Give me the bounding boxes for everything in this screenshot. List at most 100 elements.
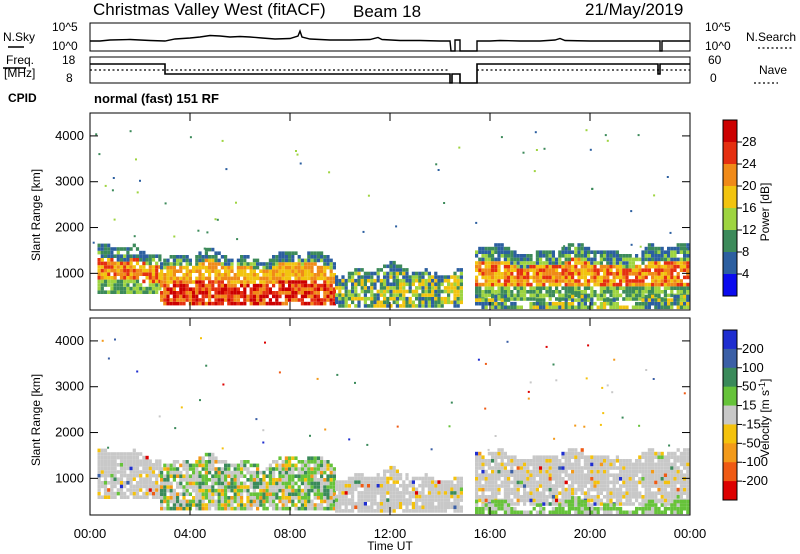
data-cell	[313, 474, 317, 478]
data-cell	[571, 455, 575, 459]
data-cell	[230, 478, 234, 482]
data-cell	[236, 496, 240, 500]
data-cell	[297, 496, 301, 500]
data-cell	[421, 476, 425, 481]
data-cell	[265, 301, 269, 306]
data-cell	[367, 271, 371, 276]
data-cell	[272, 460, 276, 464]
data-cell	[676, 510, 680, 515]
data-cell	[551, 491, 555, 495]
data-cell	[370, 494, 374, 499]
data-cell	[135, 261, 140, 266]
x-tick-label: 16:00	[474, 526, 507, 541]
data-cell	[132, 466, 136, 471]
data-cell	[243, 291, 247, 295]
data-cell	[399, 501, 403, 506]
data-cell	[217, 492, 221, 496]
data-cell	[158, 283, 162, 287]
data-cell	[107, 473, 111, 478]
data-cell	[288, 460, 292, 464]
data-cell	[519, 279, 523, 283]
data-cell	[663, 473, 667, 477]
data-cell	[590, 257, 594, 262]
data-cell	[148, 459, 152, 463]
data-cell	[300, 301, 304, 306]
data-cell	[211, 265, 215, 270]
data-cell	[638, 264, 642, 269]
data-cell	[475, 480, 479, 485]
data-cell	[129, 484, 133, 489]
data-cell	[447, 480, 451, 484]
data-cell	[299, 162, 302, 165]
data-cell	[523, 495, 527, 499]
data-cell	[135, 495, 140, 499]
data-cell	[329, 258, 333, 263]
data-cell	[638, 495, 642, 499]
data-cell	[503, 455, 507, 459]
data-cell	[587, 272, 591, 276]
data-cell	[628, 480, 632, 485]
data-cell	[320, 478, 324, 482]
data-cell	[307, 258, 311, 263]
data-cell	[561, 305, 565, 310]
data-cell	[657, 305, 661, 310]
data-cell	[651, 272, 655, 276]
data-cell	[389, 289, 393, 294]
data-cell	[558, 261, 562, 265]
data-cell	[227, 262, 231, 266]
data-cell	[507, 506, 511, 511]
data-cell	[580, 305, 584, 310]
data-cell	[307, 287, 311, 291]
data-cell	[129, 276, 133, 280]
data-cell	[198, 255, 202, 259]
data-cell	[360, 498, 364, 502]
data-cell	[262, 301, 266, 306]
data-cell	[357, 498, 361, 502]
x-tick-label: 00:00	[674, 526, 707, 541]
data-cell	[135, 481, 140, 485]
data-cell	[185, 503, 189, 507]
data-cell	[97, 463, 101, 467]
data-cell	[519, 293, 523, 298]
data-cell	[383, 264, 387, 269]
data-cell	[587, 250, 591, 254]
data-cell	[635, 268, 639, 272]
data-cell	[275, 298, 279, 302]
data-cell	[129, 290, 133, 294]
data-cell	[110, 261, 114, 266]
data-cell	[676, 305, 680, 310]
data-cell	[310, 287, 314, 291]
data-cell	[272, 506, 276, 511]
data-cell	[443, 501, 447, 506]
data-cell	[622, 257, 626, 262]
data-cell	[169, 255, 173, 259]
data-cell	[539, 298, 543, 302]
data-cell	[487, 264, 491, 269]
data-cell	[657, 290, 661, 294]
data-cell	[220, 488, 224, 493]
data-cell	[145, 254, 149, 258]
data-cell	[240, 463, 244, 468]
data-cell	[246, 294, 250, 299]
data-cell	[532, 279, 536, 283]
data-cell	[288, 478, 292, 482]
data-cell	[275, 301, 279, 306]
data-cell	[291, 265, 295, 270]
data-cell	[606, 503, 610, 507]
data-cell	[574, 261, 578, 265]
data-cell	[539, 257, 543, 262]
data-cell	[192, 481, 196, 486]
data-cell	[484, 477, 488, 481]
data-cell	[679, 480, 683, 485]
data-cell	[195, 481, 199, 486]
data-cell	[657, 279, 661, 283]
data-cell	[516, 487, 520, 492]
data-cell	[519, 261, 523, 265]
data-cell	[236, 287, 240, 291]
data-cell	[307, 485, 311, 489]
data-cell	[316, 258, 320, 263]
data-cell	[402, 480, 406, 484]
data-cell	[402, 278, 406, 283]
data-cell	[262, 287, 266, 291]
data-cell	[523, 297, 527, 301]
